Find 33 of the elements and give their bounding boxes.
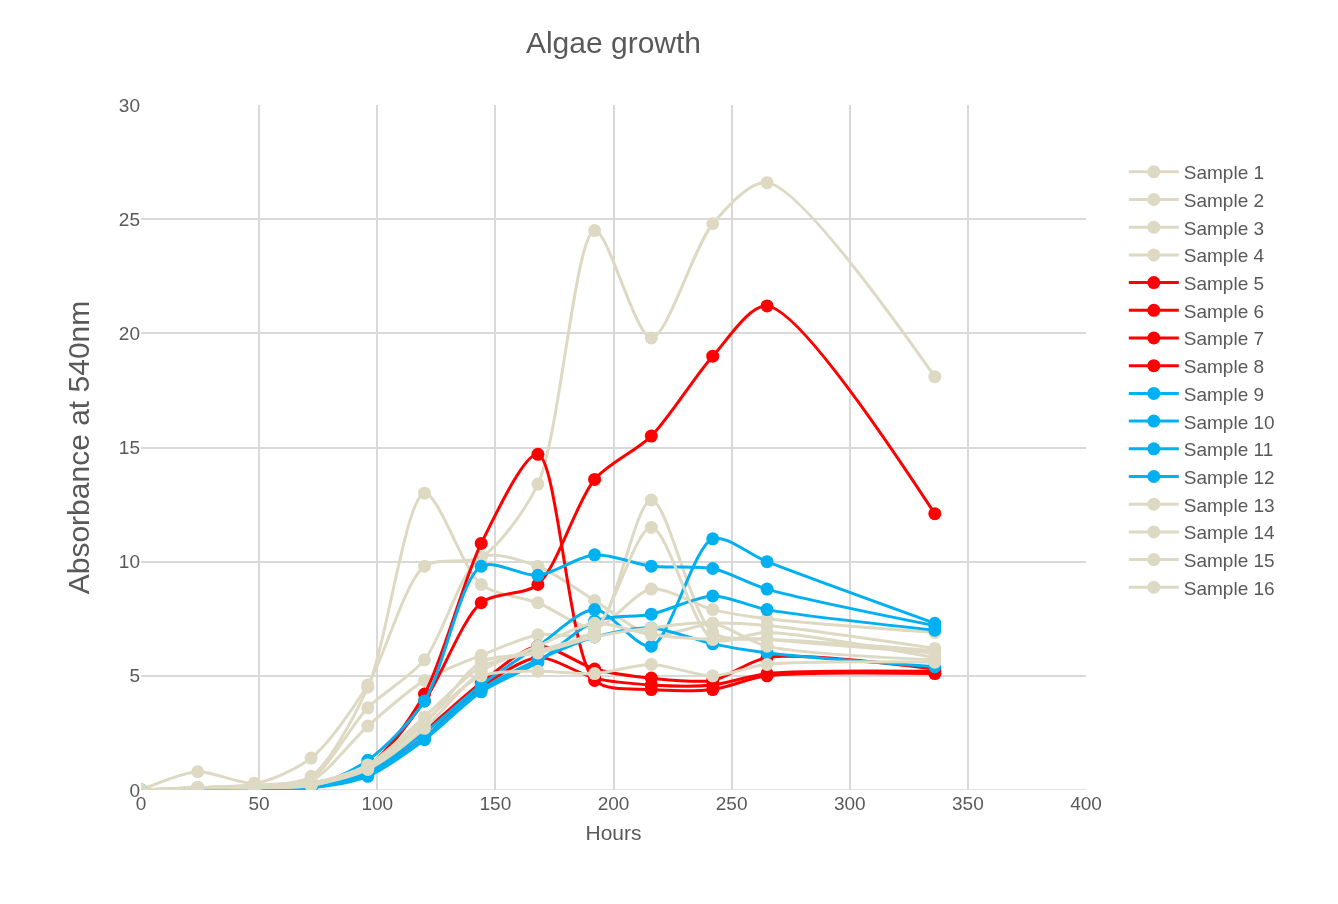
legend-label: Sample 5: [1183, 273, 1265, 295]
legend-label: Sample 2: [1183, 189, 1265, 211]
y-tick-label: 20: [118, 322, 140, 344]
legend-label: Sample 10: [1183, 411, 1275, 433]
legend-label: Sample 3: [1183, 217, 1265, 239]
x-tick-label: 250: [715, 793, 748, 814]
y-tick-label: 25: [118, 208, 140, 230]
legend-label: Sample 16: [1183, 577, 1275, 599]
legend-label: Sample 7: [1183, 328, 1265, 350]
legend-label: Sample 4: [1183, 245, 1265, 267]
chart-title: Algae growth: [525, 25, 702, 59]
x-tick-label: 150: [479, 793, 512, 814]
x-tick-label: 200: [597, 793, 630, 814]
legend-label: Sample 9: [1183, 383, 1265, 405]
x-tick-label: 50: [248, 793, 270, 814]
x-tick-label: 300: [833, 793, 866, 814]
legend-label: Sample 14: [1183, 522, 1276, 544]
y-tick-label: 15: [118, 437, 140, 459]
legend-label: Sample 12: [1183, 466, 1275, 488]
legend-label: Sample 1: [1183, 162, 1265, 184]
legend-label: Sample 8: [1183, 356, 1265, 378]
x-tick-label: 400: [1070, 793, 1102, 814]
x-axis-title: Hours: [585, 821, 642, 845]
legend-label: Sample 6: [1183, 300, 1265, 322]
y-tick-label: 5: [129, 665, 140, 687]
legend-label: Sample 15: [1183, 550, 1275, 572]
x-tick-label: 100: [361, 793, 394, 814]
legend-label: Sample 13: [1183, 494, 1275, 516]
x-tick-label: 350: [952, 793, 984, 814]
y-axis-title: Absorbance at 540nm: [61, 300, 95, 595]
y-tick-label: 10: [118, 551, 140, 573]
legend-label: Sample 11: [1183, 439, 1274, 461]
y-tick-label: 30: [118, 94, 140, 116]
